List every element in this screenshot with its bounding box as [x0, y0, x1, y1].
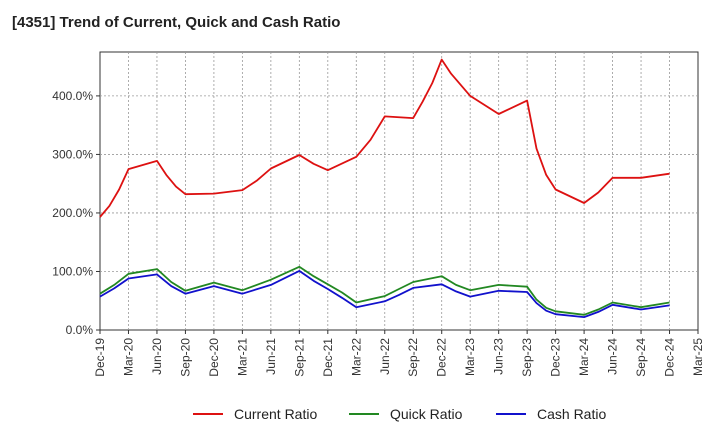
- x-tick-label: Jun-22: [378, 338, 392, 375]
- x-tick-label: Dec-21: [321, 338, 335, 377]
- legend-label-current-ratio: Current Ratio: [234, 406, 317, 422]
- x-tick-label: Mar-24: [577, 338, 591, 376]
- y-tick-label: 200.0%: [52, 206, 93, 220]
- current-ratio-line: [99, 58, 670, 218]
- legend-label-cash-ratio: Cash Ratio: [537, 406, 606, 422]
- legend-label-quick-ratio: Quick Ratio: [390, 406, 463, 422]
- x-tick-label: Jun-21: [264, 338, 278, 375]
- x-tick-label: Sep-23: [520, 338, 534, 377]
- x-tick-label: Mar-20: [121, 338, 135, 376]
- series-group: [99, 58, 670, 319]
- x-tick-label: Dec-22: [435, 338, 449, 377]
- x-tick-label: Dec-24: [663, 338, 677, 377]
- x-tick-label: Mar-21: [235, 338, 249, 376]
- x-tick-label: Mar-22: [349, 338, 363, 376]
- x-tick-label: Mar-25: [691, 338, 705, 376]
- x-axis: Dec-19 Mar-20 Jun-20 Sep-20 Dec-20 Mar-21 Jun-…: [93, 330, 705, 377]
- y-tick-label: 100.0%: [52, 264, 93, 278]
- y-tick-label: 400.0%: [52, 89, 93, 103]
- y-tick-label: 0.0%: [66, 323, 94, 337]
- legend: Current Ratio Quick Ratio Cash Ratio: [193, 406, 606, 422]
- plot-area-border: [99, 51, 699, 331]
- x-tick-label: Dec-23: [549, 338, 563, 377]
- chart-title: [4351] Trend of Current, Quick and Cash …: [12, 14, 341, 31]
- x-tick-label: Sep-22: [406, 338, 420, 377]
- x-tick-label: Mar-23: [463, 338, 477, 376]
- x-tick-label: Sep-24: [634, 338, 648, 377]
- cash-ratio-line: [99, 269, 670, 319]
- x-tick-label: Jun-24: [606, 338, 620, 375]
- y-tick-label: 300.0%: [52, 147, 93, 161]
- x-tick-label: Dec-19: [93, 338, 107, 377]
- x-tick-label: Jun-20: [150, 338, 164, 375]
- x-tick-label: Dec-20: [207, 338, 221, 377]
- x-tick-label: Sep-21: [292, 338, 306, 377]
- x-tick-label: Sep-20: [178, 338, 192, 377]
- y-axis: 0.0% 100.0% 200.0% 300.0% 400.0%: [52, 89, 100, 337]
- x-tick-label: Jun-23: [492, 338, 506, 375]
- quick-ratio-line: [99, 265, 670, 316]
